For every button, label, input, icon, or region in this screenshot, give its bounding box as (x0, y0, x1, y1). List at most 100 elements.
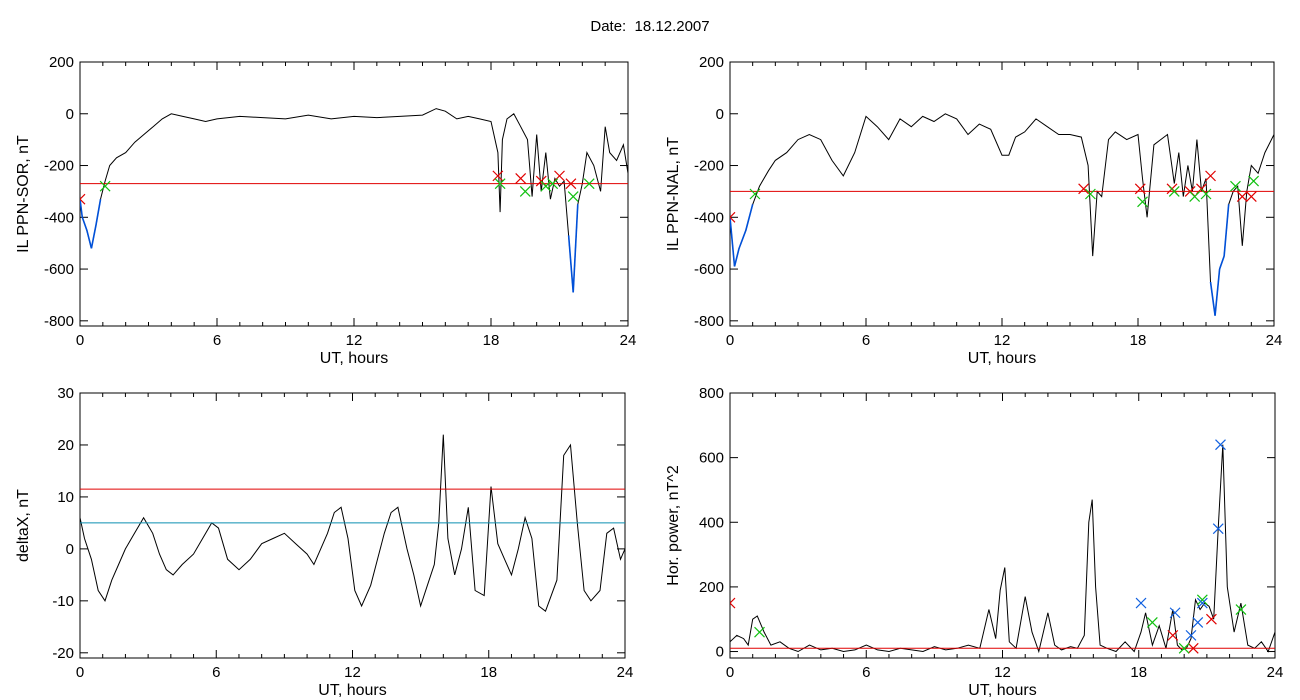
event-segment (95, 199, 102, 226)
x-tick-label: 18 (1130, 664, 1147, 681)
marker-green (754, 626, 765, 638)
event-segment (745, 204, 754, 231)
event-segment (567, 235, 574, 293)
marker-red (1187, 642, 1199, 654)
marker-green (1235, 604, 1247, 615)
marker-red (1134, 183, 1146, 195)
marker-green (1200, 188, 1212, 200)
y-axis-label: deltaX, nT (15, 489, 32, 562)
marker-green (1196, 594, 1208, 606)
marker-blue (1196, 597, 1208, 609)
event-segment (1209, 281, 1216, 316)
event-segment (1218, 255, 1225, 270)
marker-red (1245, 191, 1257, 203)
marker-green (547, 178, 559, 190)
plot-frame (79, 392, 626, 659)
marker-green (99, 180, 111, 192)
event-segment (572, 204, 579, 293)
marker-green (494, 178, 506, 190)
chart-nal: 0 6 12 18 24 -800 -600 -400 -200 0 200 UT, hours IL … (665, 54, 1282, 367)
y-tick-label: 600 (699, 450, 724, 467)
marker-red (1078, 183, 1090, 195)
figure-title: Date: 18.12.2007 (590, 18, 710, 35)
marker-red (1205, 613, 1217, 625)
marker-green (1137, 196, 1148, 208)
series-line (730, 113, 1274, 316)
x-tick-label: 24 (1267, 664, 1284, 681)
chart-power: 0 6 12 18 24 0 200 400 600 800 UT, hours Hor. power… (665, 385, 1283, 699)
x-tick-label: 12 (994, 332, 1011, 349)
marker-red (1205, 170, 1216, 182)
x-tick-label: 0 (726, 664, 734, 681)
marker-blue (1185, 629, 1197, 641)
marker-green (567, 191, 579, 203)
plot-area (730, 439, 1275, 654)
y-tick-label: -800 (44, 313, 74, 330)
chart-deltax: 0 6 12 18 24 -20 -10 0 10 20 30 UT, hours deltaX, nT (15, 385, 633, 699)
marker-red (492, 170, 504, 182)
plot-area (80, 108, 628, 293)
marker-red (515, 173, 527, 184)
y-tick-label: 0 (716, 106, 724, 123)
plot-area (80, 434, 625, 613)
marker-green (1248, 175, 1260, 187)
x-tick-label: 6 (212, 664, 220, 681)
x-tick-label: 12 (344, 664, 361, 681)
y-axis-label: IL PPN-NAL, nT (665, 137, 682, 251)
marker-blue (1135, 597, 1147, 609)
x-tick-label: 6 (862, 332, 870, 349)
series-line (80, 108, 628, 293)
event-segment (81, 217, 88, 231)
x-tick-label: 6 (213, 332, 221, 349)
marker-green (1178, 642, 1190, 654)
event-segment (80, 199, 84, 218)
y-tick-label: 200 (699, 579, 724, 596)
event-segment (1214, 268, 1221, 316)
event-segment (730, 217, 736, 267)
plot-area (730, 113, 1274, 316)
y-tick-label: 0 (716, 644, 724, 661)
x-tick-label: 0 (726, 332, 734, 349)
marker-red (554, 170, 565, 182)
x-tick-label: 18 (480, 664, 497, 681)
x-axis-label: UT, hours (320, 350, 388, 367)
plot-frame (79, 61, 629, 327)
y-axis-label: Hor. power, nT^2 (665, 465, 682, 586)
marker-green (519, 185, 531, 197)
y-tick-label: -20 (52, 645, 74, 662)
marker-red (1236, 191, 1248, 203)
marker-green (1084, 188, 1096, 200)
x-tick-label: 24 (1266, 332, 1283, 349)
y-tick-label: -400 (44, 209, 74, 226)
series-line (730, 444, 1275, 654)
y-tick-label: 800 (699, 385, 724, 402)
marker-red (730, 597, 736, 609)
x-tick-label: 0 (76, 332, 84, 349)
marker-green (583, 178, 595, 190)
y-tick-label: -400 (694, 209, 724, 226)
event-segment (1223, 204, 1230, 257)
marker-blue (1212, 523, 1224, 535)
y-tick-label: -800 (694, 313, 724, 330)
x-axis-label: UT, hours (968, 350, 1036, 367)
marker-blue (1169, 607, 1181, 619)
x-tick-label: 24 (620, 332, 637, 349)
x-tick-label: 18 (483, 332, 500, 349)
x-tick-label: 24 (617, 664, 634, 681)
y-tick-label: 10 (57, 489, 74, 506)
marker-green (540, 180, 552, 192)
x-axis-label: UT, hours (968, 682, 1036, 699)
event-segment (738, 229, 747, 249)
x-tick-label: 18 (1130, 332, 1147, 349)
marker-red (565, 178, 577, 190)
x-tick-label: 0 (76, 664, 84, 681)
marker-green (1168, 185, 1180, 197)
marker-blue (1192, 617, 1204, 628)
y-tick-label: -200 (44, 158, 74, 175)
series-line (80, 434, 625, 613)
y-axis-label: IL PPN-SOR, nT (15, 135, 32, 253)
x-tick-label: 12 (994, 664, 1011, 681)
y-tick-label: -10 (52, 593, 74, 610)
chart-sor: 0 6 12 18 24 -800 -600 -400 -200 0 200 UT, hours IL … (15, 54, 636, 367)
event-segment (90, 224, 97, 249)
